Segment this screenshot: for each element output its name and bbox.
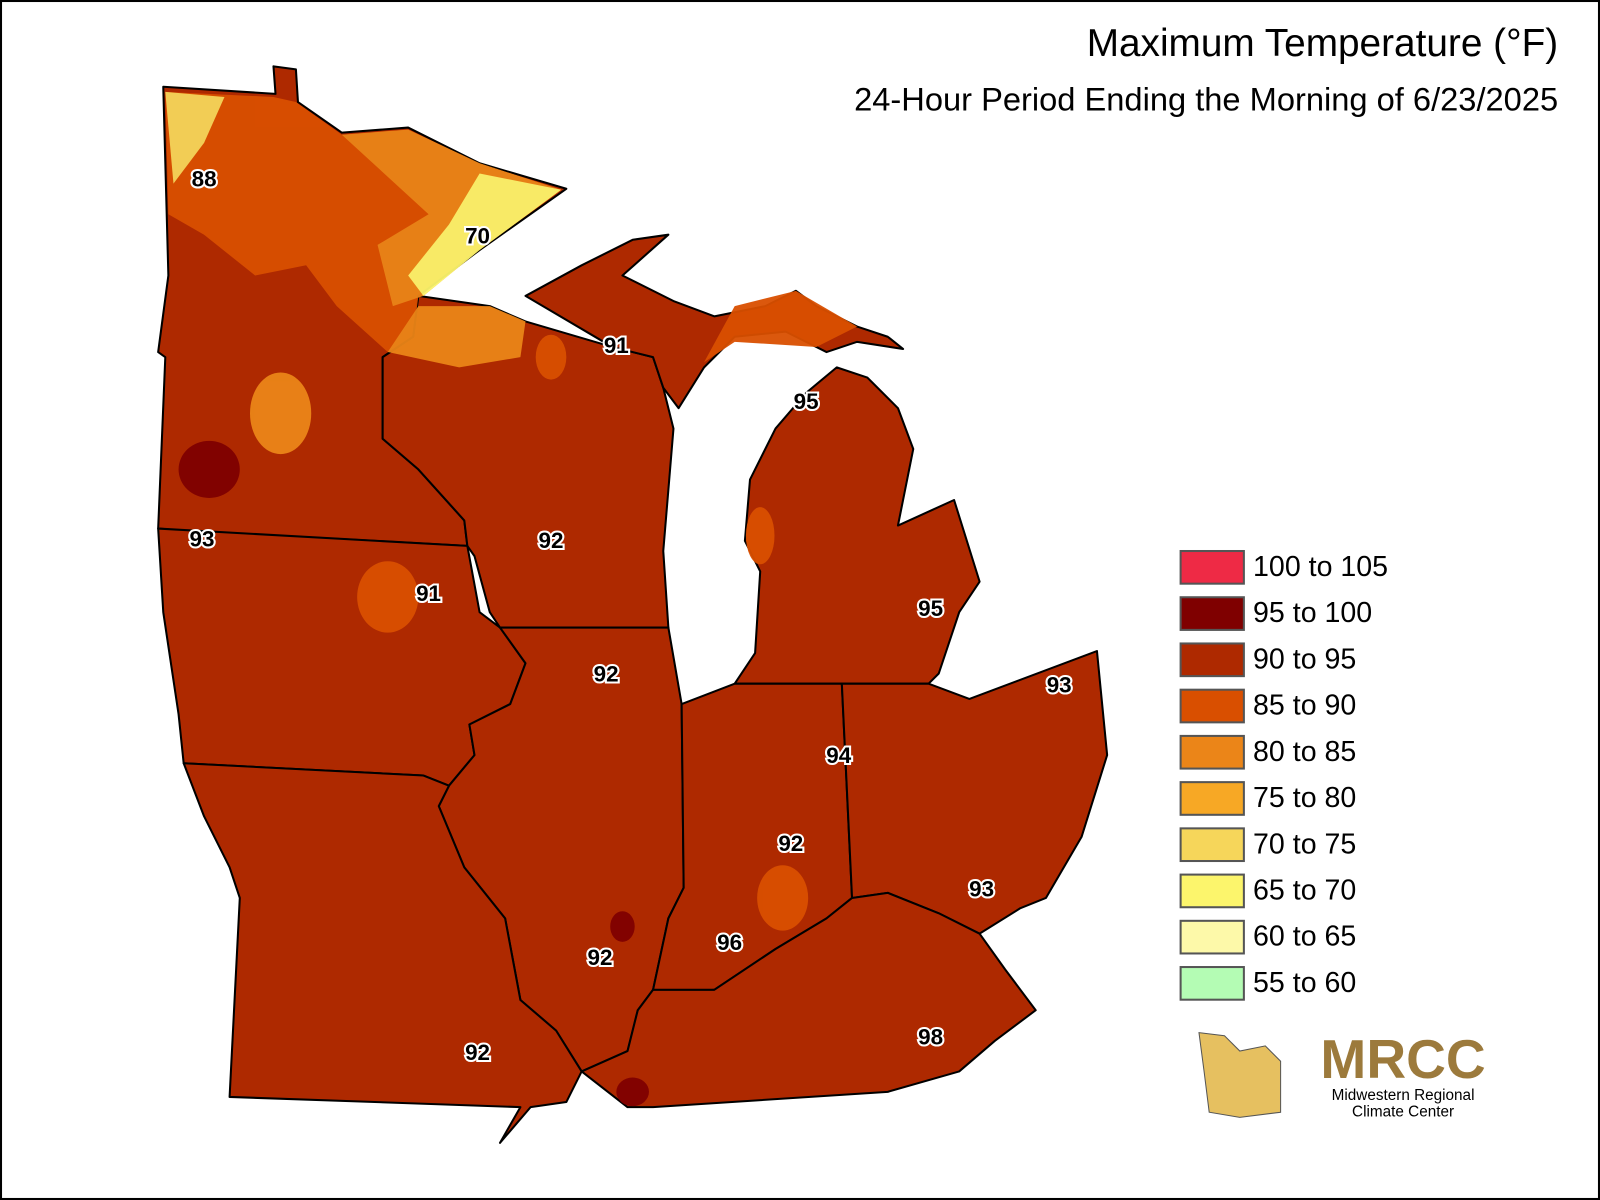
legend-label: 55 to 60 <box>1253 967 1356 999</box>
missouri <box>182 762 583 1144</box>
logo-map <box>1198 1032 1282 1118</box>
logo: MRCC Midwestern Regional Climate Center <box>1198 1028 1486 1120</box>
map-title: Maximum Temperature (°F) <box>1087 22 1558 65</box>
legend-label: 75 to 80 <box>1253 782 1356 814</box>
upper-michigan <box>524 233 905 410</box>
station-label: 92 <box>778 831 803 856</box>
station-label: 95 <box>918 596 943 621</box>
station-label: 93 <box>1047 673 1072 698</box>
station-labels: 88 70 91 95 93 92 91 95 92 93 94 92 93 96 92 98 92 <box>188 164 1074 1067</box>
station-label: 93 <box>969 877 994 902</box>
map-subtitle: 24-Hour Period Ending the Morning of 6/2… <box>854 81 1558 118</box>
station-label: 91 <box>604 333 629 358</box>
kentucky <box>580 891 1037 1109</box>
station-label: 70 <box>465 224 490 249</box>
temperature-patches <box>165 91 858 1107</box>
legend-swatch <box>1179 873 1245 909</box>
legend-swatch <box>1179 966 1245 1001</box>
station-label: 96 <box>717 930 742 955</box>
legend-swatch <box>1179 596 1245 631</box>
station-label: 92 <box>539 528 564 553</box>
legend-label: 85 to 90 <box>1253 690 1356 722</box>
legend-swatch <box>1179 688 1245 724</box>
station-label: 93 <box>190 527 215 552</box>
logo-line: Midwestern Regional <box>1332 1087 1475 1104</box>
logo-name: MRCC <box>1320 1028 1485 1090</box>
legend-swatch <box>1179 919 1245 955</box>
station-label: 91 <box>416 581 441 606</box>
logo-line: Climate Center <box>1352 1103 1454 1120</box>
station-label: 92 <box>594 661 619 686</box>
legend-swatch <box>1179 827 1245 863</box>
station-label: 92 <box>588 945 613 970</box>
legend-label: 80 to 85 <box>1253 736 1356 768</box>
legend-label: 60 to 65 <box>1253 921 1356 953</box>
legend-label: 70 to 75 <box>1253 828 1356 860</box>
legend: 100 to 105 95 to 100 90 to 95 85 to 90 80 to… <box>1179 550 1388 1001</box>
legend-swatch <box>1179 642 1245 678</box>
station-label: 95 <box>794 389 819 414</box>
station-label: 92 <box>465 1040 490 1065</box>
legend-swatch <box>1179 550 1245 585</box>
legend-swatch <box>1179 781 1245 816</box>
legend-swatch <box>1179 734 1245 770</box>
legend-label: 90 to 95 <box>1253 643 1356 675</box>
wisconsin <box>381 294 675 629</box>
iowa <box>157 527 527 787</box>
station-label: 94 <box>826 743 851 768</box>
legend-label: 100 to 105 <box>1253 551 1388 583</box>
station-label: 88 <box>192 167 217 192</box>
legend-label: 95 to 100 <box>1253 597 1372 629</box>
station-label: 98 <box>918 1025 943 1050</box>
legend-label: 65 to 70 <box>1253 874 1356 906</box>
